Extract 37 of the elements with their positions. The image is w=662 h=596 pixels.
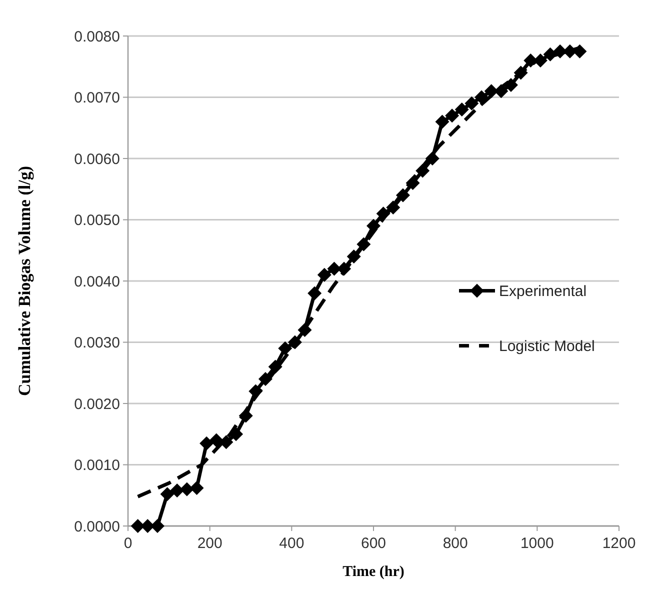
point — [464, 96, 479, 110]
point — [386, 200, 400, 214]
x-tick-label: 200 — [197, 535, 222, 552]
point — [454, 102, 469, 116]
y-tick-label: 0.0010 — [74, 457, 120, 474]
point — [200, 436, 214, 450]
point — [190, 481, 204, 496]
point — [445, 108, 460, 123]
point — [572, 44, 587, 58]
point — [435, 114, 450, 129]
x-tick-label: 600 — [360, 535, 386, 552]
x-tick-label: 0 — [124, 535, 132, 552]
x-tick-label: 800 — [442, 535, 468, 552]
y-tick-label: 0.0000 — [74, 518, 120, 536]
y-tick-label: 0.0080 — [74, 28, 120, 46]
x-tick-label: 1000 — [520, 535, 554, 552]
point — [130, 519, 145, 533]
legend-label: Experimental — [499, 283, 587, 300]
point — [278, 341, 292, 356]
point — [308, 286, 322, 300]
y-tick-label: 0.0070 — [74, 90, 120, 106]
y-tick-label: 0.0030 — [74, 334, 120, 352]
point — [180, 482, 194, 496]
point — [268, 360, 282, 374]
point — [170, 483, 184, 498]
y-tick-label: 0.0060 — [74, 150, 120, 168]
point — [160, 487, 174, 502]
y-tick-label: 0.0040 — [74, 273, 120, 290]
y-tick-label: 0.0050 — [74, 212, 120, 229]
legend-label: Logistic Model — [499, 338, 595, 356]
point — [317, 268, 332, 282]
y-tick-label: 0.0020 — [74, 396, 120, 413]
x-axis-title: Time (hr) — [342, 564, 404, 580]
x-tick-label: 1200 — [602, 535, 636, 552]
point — [327, 262, 342, 276]
y-axis-title: Cumulative Biogas Volume (l/g) — [15, 166, 34, 396]
x-tick-label: 400 — [279, 535, 304, 552]
